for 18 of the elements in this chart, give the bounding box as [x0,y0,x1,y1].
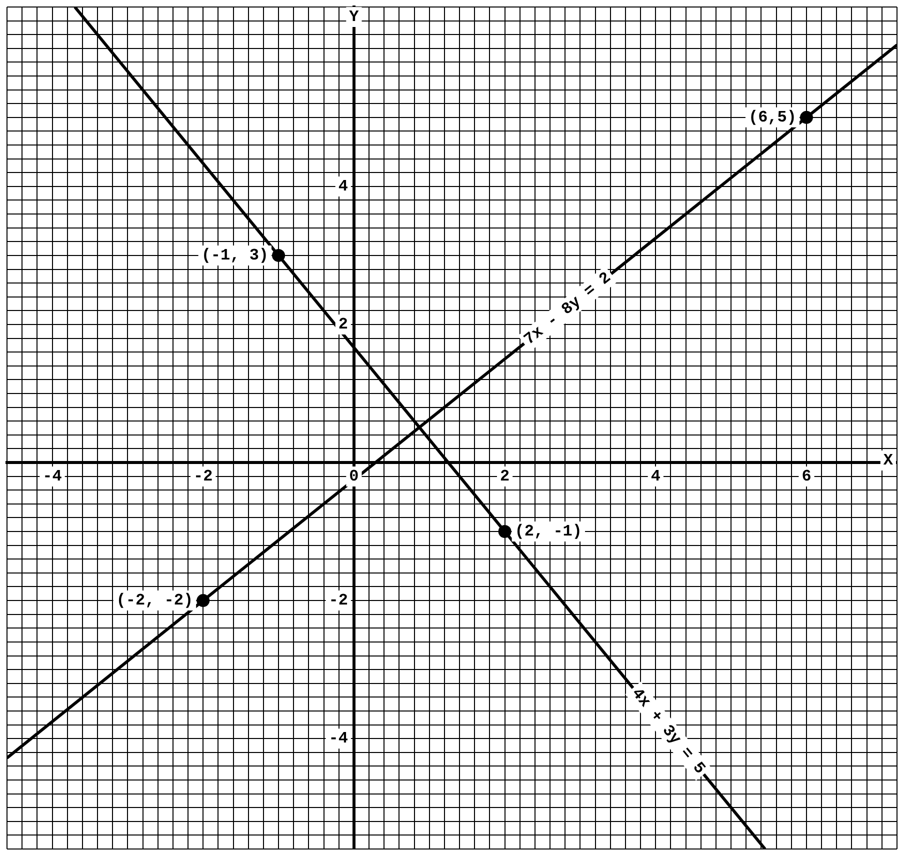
annotation: (-1, 3) [201,246,269,264]
y-tick-label: -4 [328,730,348,748]
y-axis-title: Y [349,8,360,26]
y-tick-label: 4 [338,177,348,196]
text: 4x + 3y = 5 [628,684,709,778]
annotation: (2, -1) [514,522,582,541]
x-tick-label: 4 [650,468,661,486]
x-tick-label: 2 [500,468,510,486]
y-tick-label: 2 [338,316,348,334]
text: 7x - 8y = 2 [520,268,615,349]
annotation: (-2, -2) [116,592,194,610]
x-axis-title: X [883,452,894,470]
x-tick-label: -2 [194,468,213,486]
x-tick-label: -4 [42,468,62,486]
y-tick-label: -2 [328,592,348,610]
x-tick-label: 6 [802,468,812,486]
annotation: (6,5) [748,108,796,126]
x-tick-label: 0 [349,468,359,486]
